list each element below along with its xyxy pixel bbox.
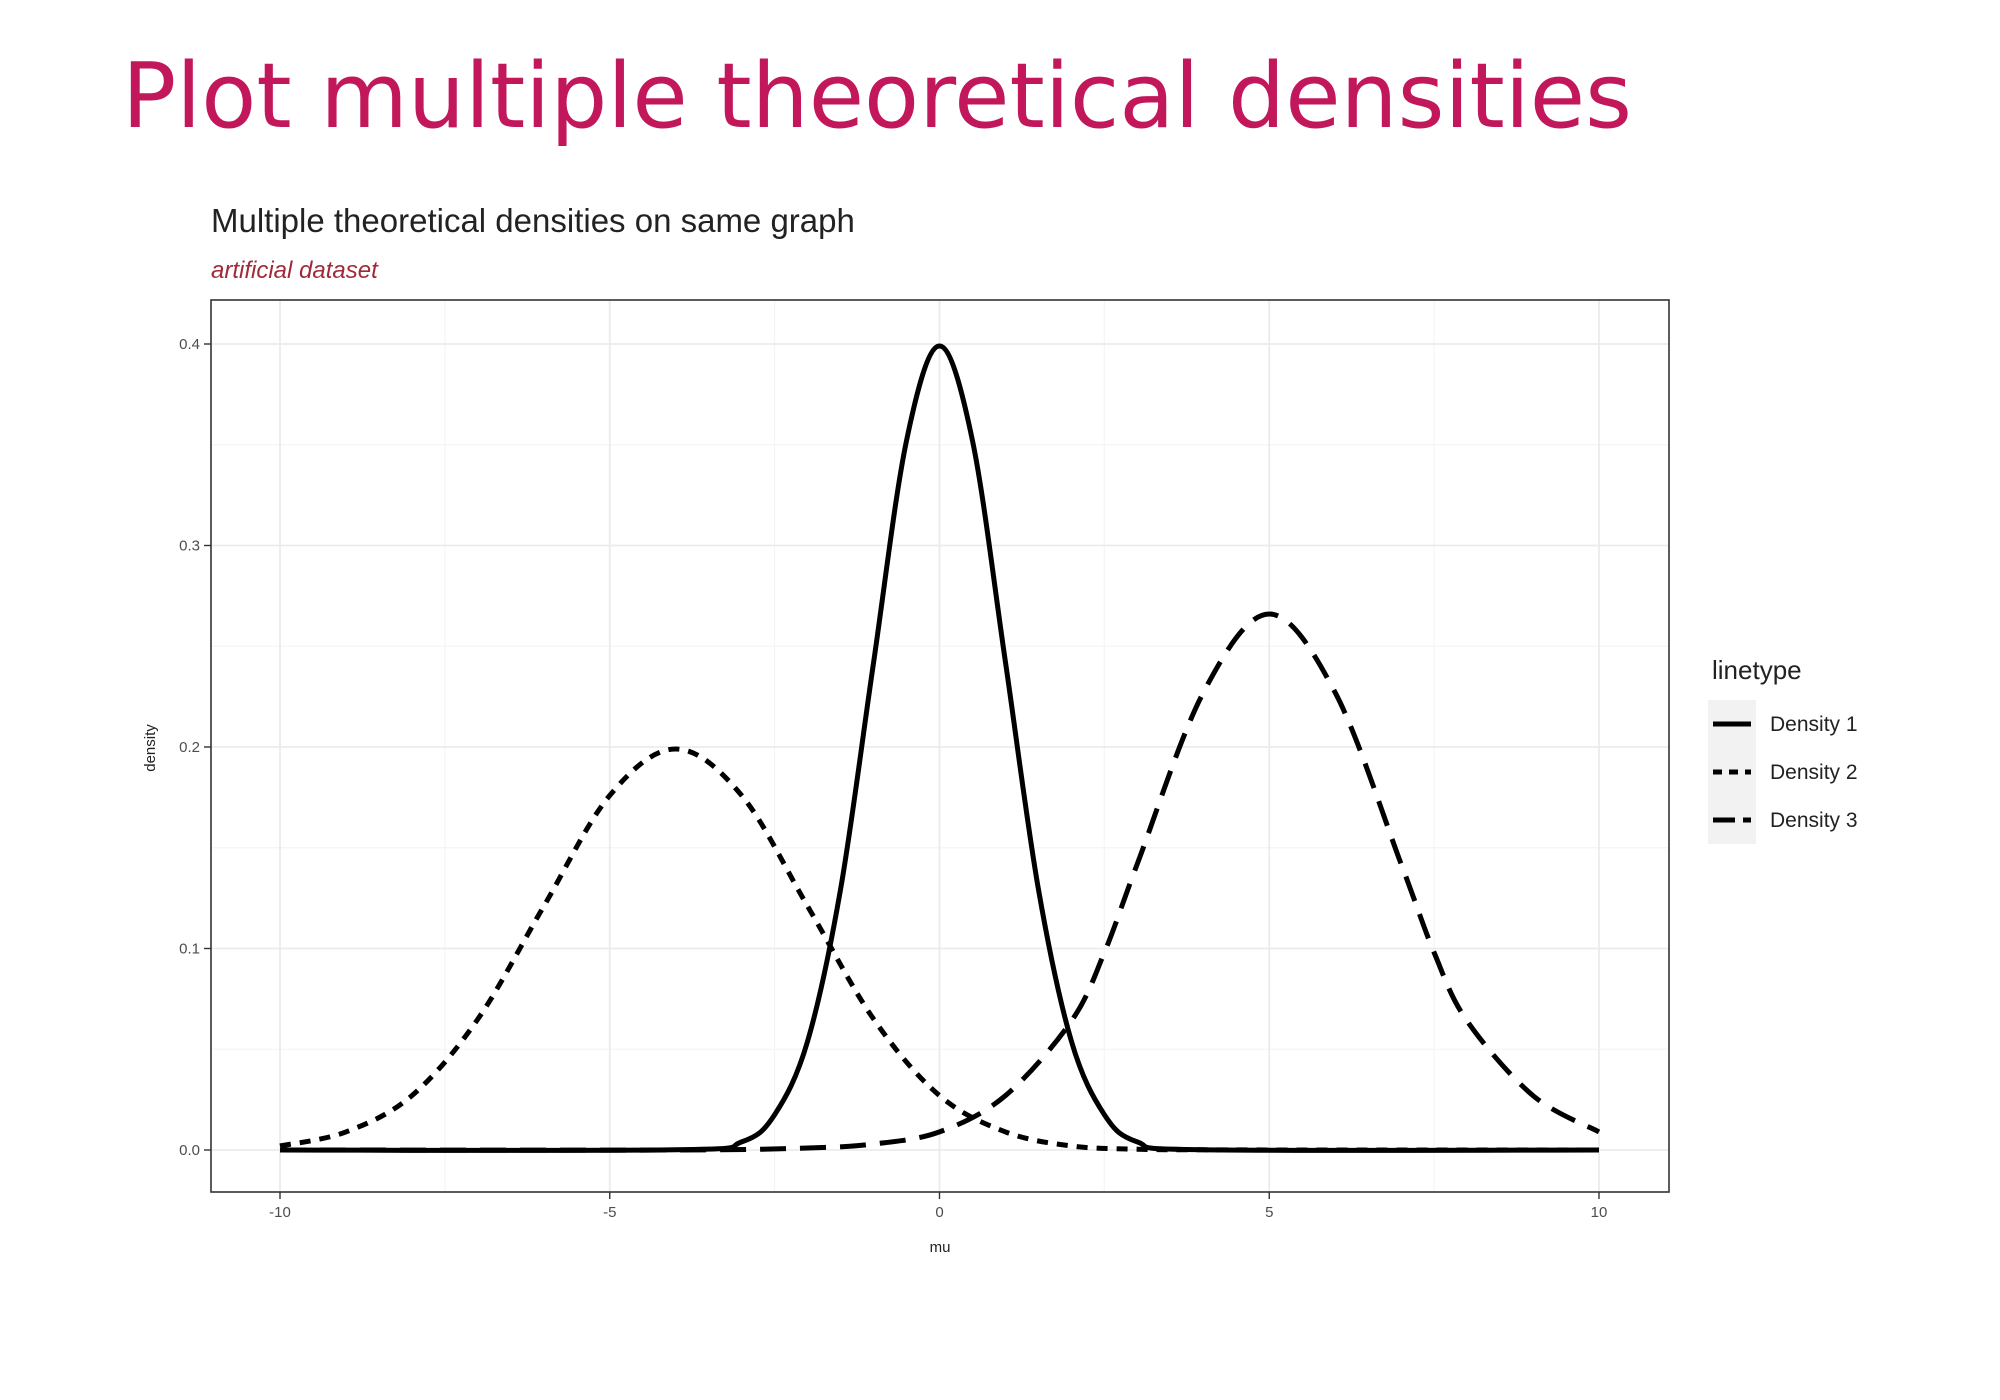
legend-item-density-3: Density 3 [1708, 796, 1858, 844]
legend-title: linetype [1712, 655, 1802, 685]
grid-lines [211, 300, 1669, 1192]
y-tick-label: 0.4 [179, 336, 200, 353]
series-line-density-3 [279, 611, 1601, 1153]
x-axis: -10 -5 0 5 10 [269, 1192, 1607, 1221]
series-line-density-2 [279, 746, 1599, 1153]
y-tick-label: 0.1 [179, 941, 200, 958]
y-axis: 0.0 0.1 0.2 0.3 0.4 [179, 336, 211, 1159]
x-tick-label: -5 [603, 1204, 616, 1221]
x-axis-title: mu [930, 1239, 951, 1256]
legend-label: Density 1 [1770, 713, 1858, 736]
x-tick-label: 5 [1265, 1204, 1273, 1221]
legend-label: Density 3 [1770, 809, 1858, 832]
chart-subtitle: artificial dataset [211, 257, 379, 284]
y-axis-title: density [142, 724, 159, 772]
y-tick-label: 0.3 [179, 538, 200, 555]
y-tick-label: 0.2 [179, 739, 200, 756]
series-line-density-1 [279, 343, 1600, 1153]
legend-item-density-2: Density 2 [1708, 748, 1858, 796]
x-tick-label: -10 [269, 1204, 291, 1221]
chart-title: Multiple theoretical densities on same g… [211, 202, 855, 239]
legend: linetype Density 1 Density 2 Density 3 [1708, 655, 1858, 844]
slide-title: Plot multiple theoretical densities [122, 44, 1633, 149]
x-tick-label: 0 [935, 1204, 943, 1221]
x-tick-label: 10 [1591, 1204, 1608, 1221]
legend-label: Density 2 [1770, 761, 1858, 784]
legend-item-density-1: Density 1 [1708, 700, 1858, 748]
y-tick-label: 0.0 [179, 1142, 200, 1159]
series-lines [279, 343, 1601, 1153]
